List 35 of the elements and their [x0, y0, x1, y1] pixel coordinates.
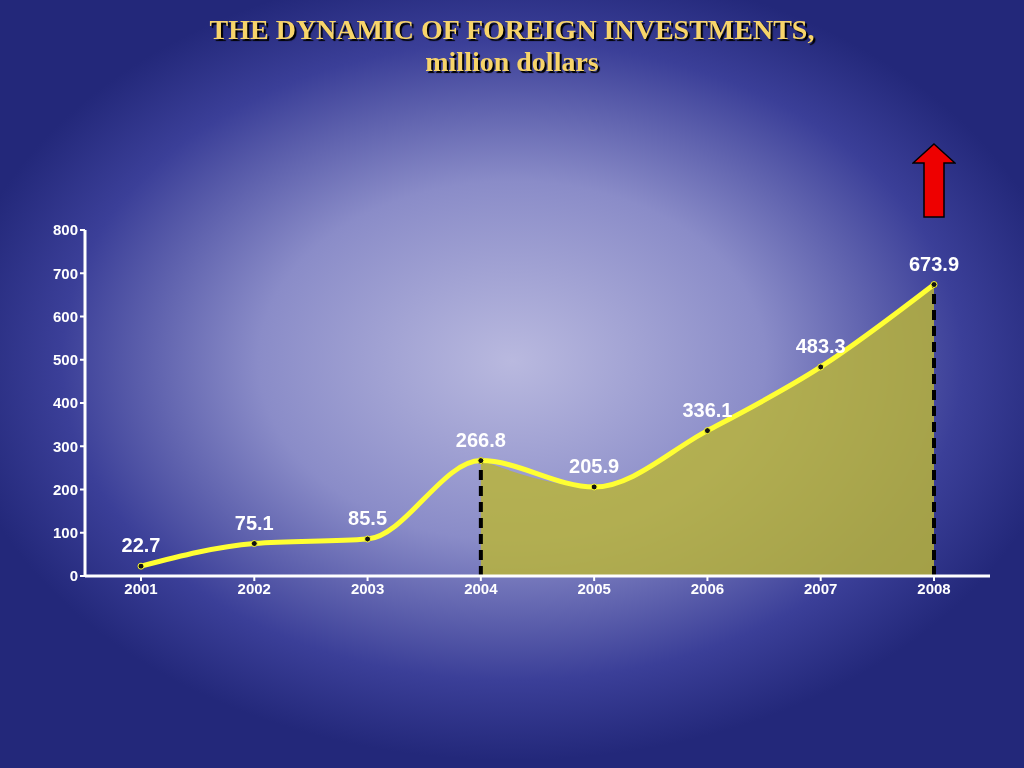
point: [364, 535, 372, 543]
data-label: 205.9: [569, 454, 620, 477]
point: [703, 427, 711, 435]
chart-subtitle: million dollars: [424, 46, 600, 78]
point: [137, 562, 145, 570]
chart-title: THE DYNAMIC OF FOREIGN INVESTMENTS,: [208, 14, 816, 46]
x-tick-label: 2005: [577, 579, 611, 597]
point: [930, 281, 938, 289]
x-tick-label: 2002: [237, 579, 271, 597]
data-label: 266.8: [455, 428, 506, 451]
y-tick-label: 800: [52, 221, 78, 239]
data-label: 75.1: [234, 511, 274, 534]
point: [477, 457, 485, 465]
point: [250, 540, 258, 548]
point: [817, 363, 825, 371]
y-tick-label: 200: [52, 480, 78, 498]
point: [590, 483, 598, 491]
x-tick-label: 2006: [690, 579, 725, 597]
y-tick-label: 400: [52, 394, 78, 412]
y-tick-label: 500: [52, 351, 78, 369]
y-tick-label: 600: [52, 307, 78, 325]
x-tick-label: 2008: [917, 579, 951, 597]
y-tick-label: 0: [69, 567, 78, 585]
data-label: 673.9: [908, 252, 960, 275]
x-tick-label: 2003: [350, 579, 385, 597]
y-tick-label: 300: [52, 437, 78, 455]
data-label: 22.7: [121, 534, 161, 557]
x-tick-label: 2004: [464, 579, 499, 597]
x-tick-label: 2001: [124, 579, 158, 597]
y-tick-label: 100: [52, 524, 78, 542]
data-label: 85.5: [348, 507, 388, 530]
x-tick-label: 2007: [804, 579, 838, 597]
y-tick-label: 700: [52, 264, 78, 282]
data-label: 483.3: [795, 334, 846, 357]
data-label: 336.1: [682, 398, 733, 421]
